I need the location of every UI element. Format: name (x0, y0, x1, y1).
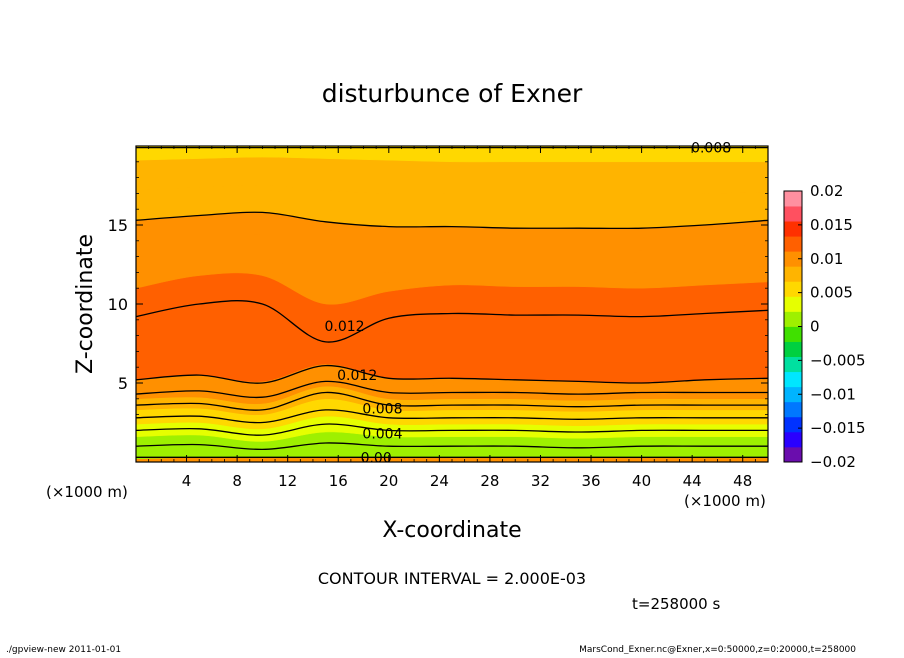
colorbar-swatch (784, 266, 802, 282)
colorbar-swatch (784, 221, 802, 237)
y-tick-label: 5 (118, 374, 128, 393)
y-axis-ticks: 5 10 15 (108, 161, 768, 447)
footer-right: MarsCond_Exner.nc@Exner,x=0:50000,z=0:20… (579, 645, 856, 654)
colorbar-tick-label: 0.01 (810, 250, 843, 268)
colorbar-swatch (784, 236, 802, 252)
contour-line (135, 211, 769, 230)
colorbar-tick-label: −0.015 (810, 419, 866, 437)
contour-label: 0.012 (325, 319, 365, 335)
x-tick-label: 44 (683, 472, 702, 490)
contour-interval: CONTOUR INTERVAL = 2.000E-03 (318, 569, 586, 588)
colorbar-tick-label: −0.005 (810, 351, 866, 369)
x-unit-right: (×1000 m) (684, 492, 766, 510)
x-tick-label: 12 (278, 472, 297, 490)
colorbar-tick-label: 0.02 (810, 182, 843, 200)
x-tick-label: 8 (232, 472, 242, 490)
colorbar-swatch (784, 431, 802, 448)
contour-line (135, 300, 769, 343)
colorbar-swatch (784, 356, 802, 373)
x-axis-label: X-coordinate (382, 518, 521, 543)
colorbar-ticks: 0.02 0.015 0.01 0.005 0 −0.005 −0.01 −0.015 −0.0… (798, 182, 866, 471)
colorbar-tick-label: 0.005 (810, 284, 853, 302)
contour-line (135, 391, 768, 411)
x-tick-label: 40 (632, 472, 651, 490)
x-tick-label: 16 (329, 472, 348, 490)
colorbar-swatch (784, 446, 802, 463)
x-tick-label: 32 (531, 472, 550, 490)
colorbar-swatch (784, 371, 802, 388)
y-axis-label: Z-coordinate (73, 234, 98, 374)
x-tick-label: 24 (430, 472, 449, 490)
contour-label: 0.008 (362, 401, 402, 417)
colorbar-tick-label: −0.01 (810, 385, 856, 403)
colorbar-swatch (784, 326, 802, 342)
x-axis-ticks: 4 8 12 16 20 24 28 32 36 40 44 48 (148, 146, 756, 490)
x-unit-left: (×1000 m) (46, 483, 128, 501)
x-tick-label: 36 (581, 472, 600, 490)
x-tick-label: 28 (480, 472, 499, 490)
colorbar-swatch (784, 251, 802, 267)
colorbar-swatch (784, 386, 802, 403)
colorbar-swatch (784, 341, 802, 358)
colorbar-swatch (784, 206, 802, 222)
contour-line (135, 364, 769, 384)
plot-area (135, 145, 769, 462)
y-tick-label: 10 (108, 295, 128, 314)
time-label: t=258000 s (632, 595, 720, 613)
contour-line (135, 380, 768, 399)
colorbar-swatch (784, 296, 802, 312)
colorbar-swatch (784, 191, 802, 207)
colorbar-tick-label: 0.015 (810, 216, 853, 234)
x-tick-label: 48 (733, 472, 752, 490)
colorbar-tick-label: −0.02 (810, 453, 856, 471)
footer-left: ./gpview-new 2011-01-01 (6, 645, 121, 654)
colorbar-swatch (784, 416, 802, 433)
contour-label: 0.008 (691, 141, 731, 157)
contour-label: 0.012 (337, 368, 377, 384)
contour-line (135, 423, 768, 436)
colorbar-swatch (784, 311, 802, 327)
colorbar-swatch (784, 401, 802, 418)
x-tick-label: 20 (379, 472, 398, 490)
colorbar-swatch (784, 281, 802, 297)
colorbar (784, 191, 802, 463)
colorbar-tick-label: 0 (810, 318, 820, 336)
x-tick-label: 4 (182, 472, 192, 490)
contour-label: 0.004 (362, 427, 402, 443)
contour-line (135, 409, 768, 424)
contour-lines (135, 146, 769, 458)
chart-title: disturbunce of Exner (322, 79, 583, 108)
y-tick-label: 15 (108, 216, 128, 235)
contour-label: 0.00 (361, 450, 392, 466)
contour-line (135, 442, 768, 451)
